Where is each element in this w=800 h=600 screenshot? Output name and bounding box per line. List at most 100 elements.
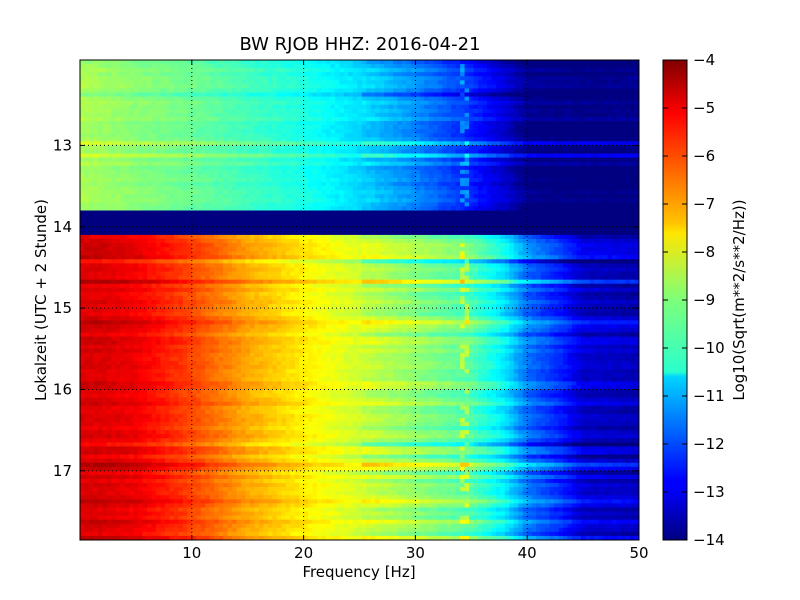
heatmap-cell bbox=[504, 137, 510, 142]
heatmap-cell bbox=[558, 198, 564, 203]
heatmap-cell bbox=[169, 145, 175, 151]
heatmap-cell bbox=[80, 137, 86, 142]
heatmap-cell bbox=[460, 218, 466, 224]
heatmap-cell bbox=[281, 198, 287, 203]
heatmap-cell bbox=[370, 206, 376, 212]
heatmap-cell bbox=[111, 141, 117, 147]
heatmap-cell bbox=[625, 104, 631, 110]
heatmap-cell bbox=[446, 173, 452, 179]
heatmap-cell bbox=[236, 194, 242, 199]
heatmap-cell bbox=[209, 157, 215, 163]
heatmap-cell bbox=[240, 177, 247, 183]
heatmap-cell bbox=[536, 206, 542, 212]
heatmap-cell bbox=[482, 198, 488, 203]
heatmap-cell bbox=[80, 60, 86, 65]
heatmap-cell bbox=[527, 137, 533, 142]
heatmap-cell bbox=[124, 108, 130, 114]
heatmap-cell bbox=[504, 194, 510, 199]
heatmap-cell bbox=[397, 72, 403, 77]
heatmap-cell bbox=[558, 88, 564, 94]
heatmap-cell bbox=[106, 186, 112, 191]
heatmap-cell bbox=[182, 194, 188, 199]
heatmap-cell bbox=[527, 218, 533, 224]
heatmap-cell bbox=[218, 141, 224, 147]
heatmap-cell bbox=[308, 153, 314, 159]
heatmap-cell bbox=[388, 182, 394, 187]
heatmap-cell bbox=[227, 161, 233, 167]
heatmap-cell bbox=[518, 169, 524, 175]
heatmap-cell bbox=[223, 116, 229, 122]
heatmap-cell bbox=[254, 108, 260, 114]
heatmap-cell bbox=[545, 60, 551, 65]
heatmap-cell bbox=[263, 157, 269, 163]
heatmap-cell bbox=[545, 104, 551, 110]
heatmap-cell bbox=[384, 145, 390, 151]
heatmap-cell bbox=[540, 108, 546, 114]
heatmap-cell bbox=[88, 104, 95, 110]
heatmap-cell bbox=[303, 92, 309, 98]
heatmap-cell bbox=[482, 145, 488, 151]
heatmap-cell bbox=[393, 76, 399, 81]
heatmap-cell bbox=[419, 186, 425, 191]
heatmap-cell bbox=[580, 121, 586, 126]
heatmap-cell bbox=[375, 153, 381, 159]
heatmap-cell bbox=[361, 186, 367, 191]
heatmap-cell bbox=[486, 100, 493, 106]
heatmap-cell bbox=[227, 121, 233, 126]
heatmap-cell bbox=[625, 64, 631, 69]
heatmap-cell bbox=[303, 169, 309, 175]
heatmap-cell bbox=[410, 100, 416, 106]
heatmap-cell bbox=[455, 145, 461, 151]
heatmap-cell bbox=[491, 198, 497, 203]
heatmap-cell bbox=[366, 112, 372, 118]
heatmap-cell bbox=[455, 186, 461, 191]
heatmap-cell bbox=[111, 157, 117, 163]
heatmap-cell bbox=[522, 64, 528, 69]
heatmap-cell bbox=[388, 64, 394, 69]
heatmap-cell bbox=[495, 198, 501, 203]
heatmap-cell bbox=[518, 153, 524, 159]
heatmap-cell bbox=[93, 72, 99, 77]
heatmap-cell bbox=[357, 108, 363, 114]
heatmap-cell bbox=[486, 218, 493, 224]
heatmap-cell bbox=[491, 177, 497, 183]
heatmap-cell bbox=[290, 177, 296, 183]
heatmap-cell bbox=[451, 116, 457, 122]
heatmap-cell bbox=[415, 141, 421, 147]
heatmap-cell bbox=[357, 72, 363, 77]
heatmap-cell bbox=[205, 161, 211, 167]
heatmap-cell bbox=[616, 210, 622, 216]
heatmap-cell bbox=[263, 186, 269, 191]
heatmap-cell bbox=[160, 173, 166, 179]
heatmap-cell bbox=[267, 88, 273, 94]
heatmap-cell bbox=[245, 141, 251, 147]
heatmap-cell bbox=[616, 206, 622, 212]
heatmap-cell bbox=[469, 112, 475, 118]
heatmap-cell bbox=[558, 214, 564, 220]
heatmap-cell bbox=[240, 104, 247, 110]
heatmap-cell bbox=[151, 108, 157, 114]
heatmap-cell bbox=[236, 173, 242, 179]
heatmap-cell bbox=[111, 218, 117, 224]
heatmap-cell bbox=[513, 182, 519, 187]
heatmap-cell bbox=[357, 125, 363, 130]
heatmap-cell bbox=[249, 129, 256, 134]
heatmap-cell bbox=[540, 214, 546, 220]
heatmap-cell bbox=[518, 145, 524, 151]
heatmap-cell bbox=[303, 218, 309, 224]
heatmap-cell bbox=[442, 141, 448, 147]
heatmap-cell bbox=[294, 76, 300, 81]
heatmap-cell bbox=[290, 169, 296, 175]
heatmap-cell bbox=[120, 96, 126, 102]
heatmap-cell bbox=[111, 112, 117, 118]
heatmap-cell bbox=[124, 198, 130, 203]
heatmap-cell bbox=[562, 121, 569, 126]
heatmap-cell bbox=[214, 145, 220, 151]
heatmap-cell bbox=[464, 161, 470, 167]
heatmap-cell bbox=[281, 80, 287, 86]
heatmap-cell bbox=[325, 112, 332, 118]
heatmap-cell bbox=[160, 60, 166, 65]
heatmap-cell bbox=[406, 161, 412, 167]
heatmap-cell bbox=[536, 84, 542, 90]
heatmap-cell bbox=[147, 210, 153, 216]
